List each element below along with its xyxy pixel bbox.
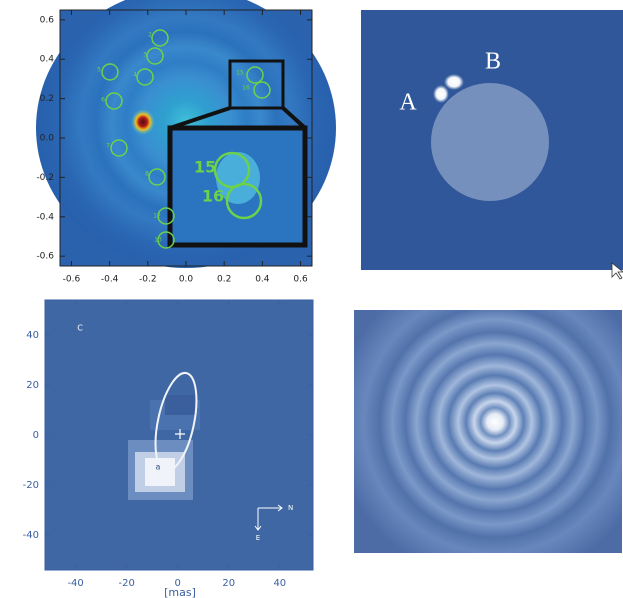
x-tick-label: 20: [222, 578, 235, 589]
inset-label: 16: [202, 187, 224, 206]
source-label: 4: [133, 72, 137, 79]
x-tick-label: -20: [119, 578, 135, 589]
panel-4-image: [354, 310, 622, 553]
figure: [mas] C N E a A B 15 16 -0.6-0.4-0.20.00…: [0, 0, 623, 598]
x-tick-label: -40: [67, 578, 83, 589]
x-tick-label: 0.0: [179, 275, 194, 285]
component-label: B: [485, 49, 501, 75]
y-tick-label: -40: [23, 530, 39, 541]
x-tick-label: 40: [273, 578, 286, 589]
source-label: 8: [145, 171, 149, 178]
source-label: 6: [101, 97, 105, 104]
y-tick-label: 0.4: [40, 55, 55, 65]
marker-label: a: [156, 463, 161, 472]
source-label: 3: [143, 52, 147, 59]
x-tick-label: -0.2: [139, 275, 157, 285]
y-tick-label: 0.0: [40, 134, 55, 144]
panel-1-image: [36, 0, 336, 268]
source-label: 15: [236, 70, 244, 77]
source-label: 2: [148, 32, 152, 39]
source-label: 13: [154, 237, 162, 244]
y-tick-label: 0.2: [40, 94, 54, 104]
y-tick-label: 40: [26, 330, 39, 341]
compass-label: N: [288, 504, 293, 512]
inset-label: 15: [194, 158, 216, 177]
panel-label: C: [77, 324, 83, 333]
y-tick-label: -0.6: [36, 252, 54, 262]
source-label: 12: [153, 213, 161, 220]
y-tick-label: -0.4: [36, 212, 54, 222]
component-label: A: [399, 90, 417, 116]
compass-label: E: [256, 534, 260, 542]
y-tick-label: 0.6: [40, 15, 55, 25]
x-tick-label: 0.2: [217, 275, 231, 285]
x-tick-label: -0.6: [63, 275, 81, 285]
y-tick-label: -0.2: [36, 173, 54, 183]
x-tick-label: -0.4: [101, 275, 119, 285]
x-tick-label: 0.6: [293, 275, 308, 285]
source-label: 5: [97, 67, 101, 74]
page: [mas] C N E a A B 15 16 -0.6-0.4-0.20.00…: [0, 0, 623, 598]
source-label: 7: [106, 143, 110, 150]
y-tick-label: -20: [23, 480, 39, 491]
panel-3-image: [45, 300, 313, 570]
x-tick-label: 0: [175, 578, 181, 589]
y-tick-label: 20: [26, 380, 39, 391]
x-tick-label: 0.4: [255, 275, 270, 285]
source-label: 16: [242, 85, 250, 92]
y-tick-label: 0: [33, 430, 39, 441]
